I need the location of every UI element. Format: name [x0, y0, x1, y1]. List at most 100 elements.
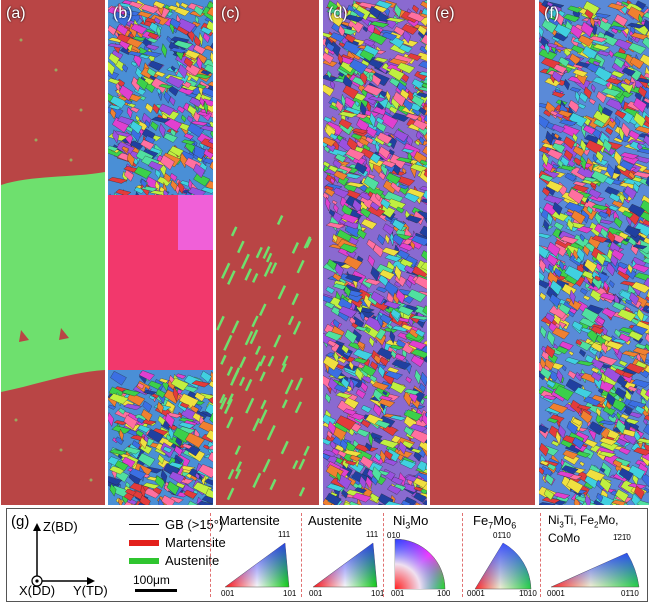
key-title-ni3mo: Ni3Mo: [393, 513, 429, 531]
divider: [210, 513, 211, 597]
austenite-streak: [262, 458, 271, 473]
austenite-streak: [234, 445, 241, 456]
grain: [642, 257, 649, 264]
grain: [642, 36, 649, 49]
grain: [365, 476, 373, 490]
austenite-streak: [235, 461, 243, 472]
grain: [379, 269, 395, 281]
grain: [550, 280, 562, 296]
grain: [553, 385, 574, 401]
grain: [583, 0, 600, 17]
panel-f: (f): [539, 0, 649, 505]
grain: [379, 313, 392, 325]
grain: [384, 234, 390, 245]
grain: [563, 136, 576, 150]
divider: [462, 513, 463, 597]
grain: [580, 21, 594, 38]
grain: [561, 465, 579, 475]
grain: [542, 394, 558, 401]
grain: [374, 57, 389, 63]
grain: [336, 364, 345, 370]
grain: [634, 222, 649, 237]
grain: [158, 103, 175, 116]
grain: [168, 426, 174, 441]
grain: [539, 292, 547, 301]
austenite-streak: [292, 320, 302, 335]
grain: [173, 40, 194, 50]
grain: [345, 148, 366, 161]
grain: [552, 201, 563, 216]
key-left: 001: [309, 589, 323, 598]
grain: [572, 437, 585, 450]
grain: [356, 497, 362, 505]
grain: [618, 360, 628, 367]
grain: [407, 289, 427, 303]
grain: [410, 355, 425, 368]
grain: [350, 133, 363, 140]
grain: [601, 87, 622, 97]
grain: [582, 125, 596, 135]
grain: [598, 451, 617, 458]
grain: [614, 38, 633, 51]
grain: [546, 1, 554, 8]
grain: [572, 145, 586, 157]
grain: [634, 405, 646, 415]
grain: [551, 70, 563, 83]
grain: [418, 60, 427, 69]
grain: [582, 245, 590, 257]
grain: [133, 52, 142, 68]
grain: [580, 287, 588, 295]
grain: [392, 219, 405, 232]
grain: [606, 401, 611, 410]
panel-c: (c): [216, 0, 319, 505]
grain: [638, 86, 647, 98]
grain: [144, 119, 151, 129]
grain: [595, 407, 602, 417]
austenite-streak: [252, 472, 262, 488]
grain: [572, 69, 589, 78]
grain: [558, 303, 571, 316]
grain: [579, 233, 585, 242]
grain: [614, 328, 622, 338]
grain: [110, 370, 127, 386]
austenite-streak: [220, 354, 227, 365]
grain: [169, 145, 184, 157]
grain: [552, 5, 562, 13]
grain: [354, 326, 368, 332]
grain: [622, 210, 634, 219]
grain: [422, 189, 427, 200]
grain: [169, 96, 176, 106]
grain: [546, 417, 559, 424]
grain: [557, 159, 564, 169]
grain: [383, 327, 398, 334]
grain: [641, 472, 649, 487]
grain: [596, 91, 607, 104]
grain: [571, 210, 586, 225]
ipf-sector-ni3ti: [550, 552, 640, 588]
grain: [567, 218, 574, 232]
grain: [558, 56, 570, 68]
grain: [556, 470, 575, 478]
grain: [345, 181, 366, 188]
grain: [635, 0, 647, 10]
grain: [546, 253, 559, 267]
grain: [337, 111, 358, 118]
grain: [375, 140, 380, 155]
grain: [539, 279, 550, 289]
austenite-streak: [263, 261, 273, 277]
grain: [419, 186, 427, 192]
grain: [209, 413, 213, 423]
grain: [196, 84, 207, 89]
key-right: 100: [437, 589, 451, 598]
grain: [334, 153, 347, 163]
grain: [112, 129, 120, 144]
grain: [360, 405, 372, 414]
grain: [110, 107, 117, 120]
grain: [551, 124, 566, 134]
grain: [564, 149, 573, 161]
grain: [360, 218, 378, 230]
grain: [368, 32, 388, 46]
grain: [584, 438, 598, 448]
grain: [380, 113, 399, 129]
grain: [422, 469, 427, 474]
